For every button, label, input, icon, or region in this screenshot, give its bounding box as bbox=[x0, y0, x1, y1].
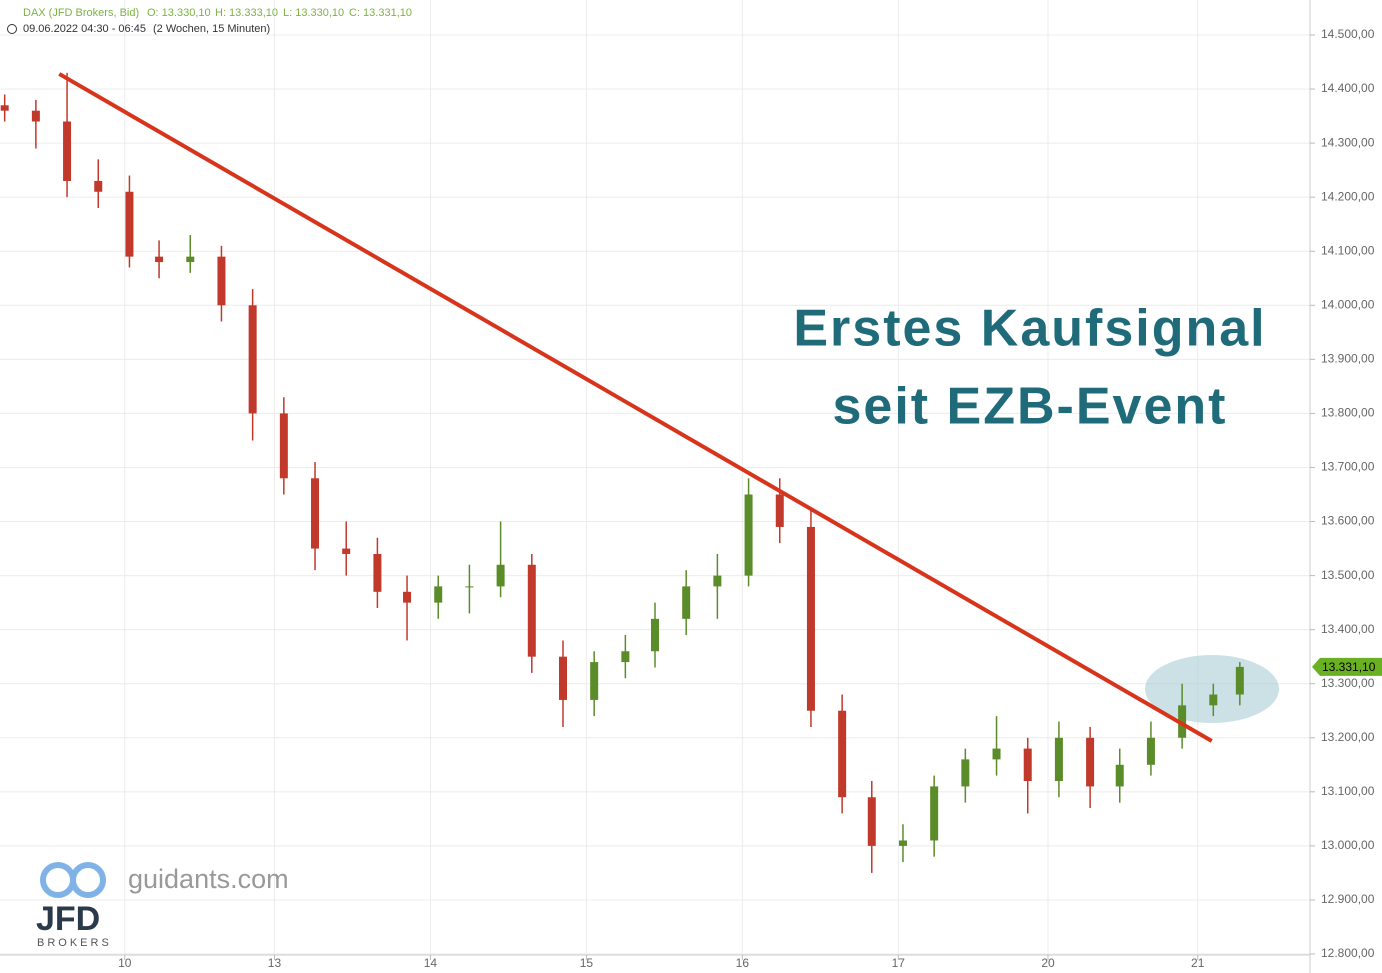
y-tick-label: 12.900,00 bbox=[1321, 892, 1375, 906]
y-tick-label: 12.800,00 bbox=[1321, 946, 1375, 960]
logo-brand: JFD bbox=[36, 900, 100, 938]
candle-body bbox=[775, 494, 784, 527]
last-price-tag bbox=[1312, 657, 1382, 676]
candle-body bbox=[744, 494, 753, 576]
y-tick-label: 14.000,00 bbox=[1321, 297, 1375, 311]
candle-body bbox=[1235, 666, 1244, 695]
y-tick-label: 13.900,00 bbox=[1321, 352, 1375, 366]
y-tick-label: 14.300,00 bbox=[1321, 135, 1375, 149]
last-price-label: 13.331,10 bbox=[1322, 660, 1376, 674]
y-tick-label: 14.100,00 bbox=[1321, 243, 1375, 257]
x-tick-label: 17 bbox=[892, 956, 906, 970]
candle-body bbox=[125, 191, 134, 257]
candle-body bbox=[342, 548, 351, 554]
candle-body bbox=[1086, 737, 1095, 787]
period: (2 Wochen, 15 Minuten) bbox=[153, 23, 270, 35]
candle-body bbox=[930, 786, 939, 841]
candle-body bbox=[31, 110, 40, 122]
candle-body bbox=[248, 305, 257, 414]
candle-body bbox=[0, 105, 9, 111]
y-tick-label: 13.400,00 bbox=[1321, 622, 1375, 636]
candle-body bbox=[682, 586, 691, 619]
candle-body bbox=[527, 564, 536, 657]
candle-body bbox=[279, 413, 288, 479]
candle-body bbox=[496, 564, 505, 587]
y-tick-label: 13.300,00 bbox=[1321, 676, 1375, 690]
candle-body bbox=[217, 256, 226, 306]
candle-body bbox=[186, 256, 195, 263]
candle-body bbox=[713, 575, 722, 587]
grid bbox=[0, 0, 1310, 955]
logo-icon bbox=[70, 862, 106, 898]
candle-body bbox=[63, 121, 72, 181]
ohlc-close: C: 13.331,10 bbox=[349, 7, 412, 19]
candle-body bbox=[373, 553, 382, 592]
date-range: 09.06.2022 04:30 - 06:45 bbox=[23, 23, 146, 35]
x-tick-label: 13 bbox=[268, 956, 282, 970]
candle-body bbox=[1209, 694, 1218, 706]
x-tick-label: 15 bbox=[580, 956, 594, 970]
logo-site: guidants.com bbox=[128, 864, 289, 894]
candle-body bbox=[992, 748, 1001, 760]
candle-body bbox=[898, 840, 907, 846]
ohlc-high: H: 13.333,10 bbox=[215, 7, 278, 19]
y-tick-label: 13.100,00 bbox=[1321, 784, 1375, 798]
x-tick-label: 20 bbox=[1041, 956, 1055, 970]
logo-icon bbox=[40, 862, 76, 898]
candle-body bbox=[590, 662, 599, 700]
y-tick-label: 14.400,00 bbox=[1321, 81, 1375, 95]
x-tick-label: 21 bbox=[1191, 956, 1205, 970]
candle-body bbox=[434, 586, 443, 603]
y-tick-label: 14.200,00 bbox=[1321, 189, 1375, 203]
y-tick-label: 13.600,00 bbox=[1321, 514, 1375, 528]
y-tick-label: 13.800,00 bbox=[1321, 406, 1375, 420]
candle-body bbox=[155, 256, 164, 263]
candle-body bbox=[1023, 748, 1032, 782]
candle-body bbox=[961, 759, 970, 787]
candle-body bbox=[838, 710, 847, 798]
annotation: Erstes Kaufsignal bbox=[793, 300, 1266, 358]
logo: guidants.com JFD BROKERS bbox=[36, 862, 289, 949]
candle-body bbox=[311, 478, 320, 549]
candle-body bbox=[465, 586, 474, 588]
x-tick-label: 16 bbox=[736, 956, 750, 970]
candle-body bbox=[403, 591, 412, 603]
ohlc-open: O: 13.330,10 bbox=[147, 7, 211, 19]
candles bbox=[0, 72, 1244, 873]
y-tick-label: 14.500,00 bbox=[1321, 27, 1375, 41]
candle-body bbox=[1146, 737, 1155, 765]
candle-body bbox=[806, 526, 815, 711]
symbol: DAX (JFD Brokers, Bid) bbox=[23, 7, 139, 19]
candle-body bbox=[94, 180, 103, 192]
y-tick-label: 13.500,00 bbox=[1321, 568, 1375, 582]
y-tick-label: 13.200,00 bbox=[1321, 730, 1375, 744]
y-tick-label: 13.700,00 bbox=[1321, 460, 1375, 474]
x-tick-label: 14 bbox=[424, 956, 438, 970]
candle-body bbox=[1054, 737, 1063, 782]
clock-icon bbox=[7, 24, 17, 34]
x-tick-label: 10 bbox=[118, 956, 132, 970]
candle-body bbox=[621, 651, 630, 663]
candle-body bbox=[867, 797, 876, 846]
candle-body bbox=[1115, 764, 1124, 787]
logo-sub: BROKERS bbox=[37, 937, 112, 949]
y-tick-label: 13.000,00 bbox=[1321, 838, 1375, 852]
candle-body bbox=[558, 656, 567, 700]
trendline bbox=[58, 72, 1213, 743]
candle-body bbox=[651, 618, 659, 652]
annotation: seit EZB-Event bbox=[833, 378, 1228, 436]
ohlc-low: L: 13.330,10 bbox=[283, 7, 344, 19]
